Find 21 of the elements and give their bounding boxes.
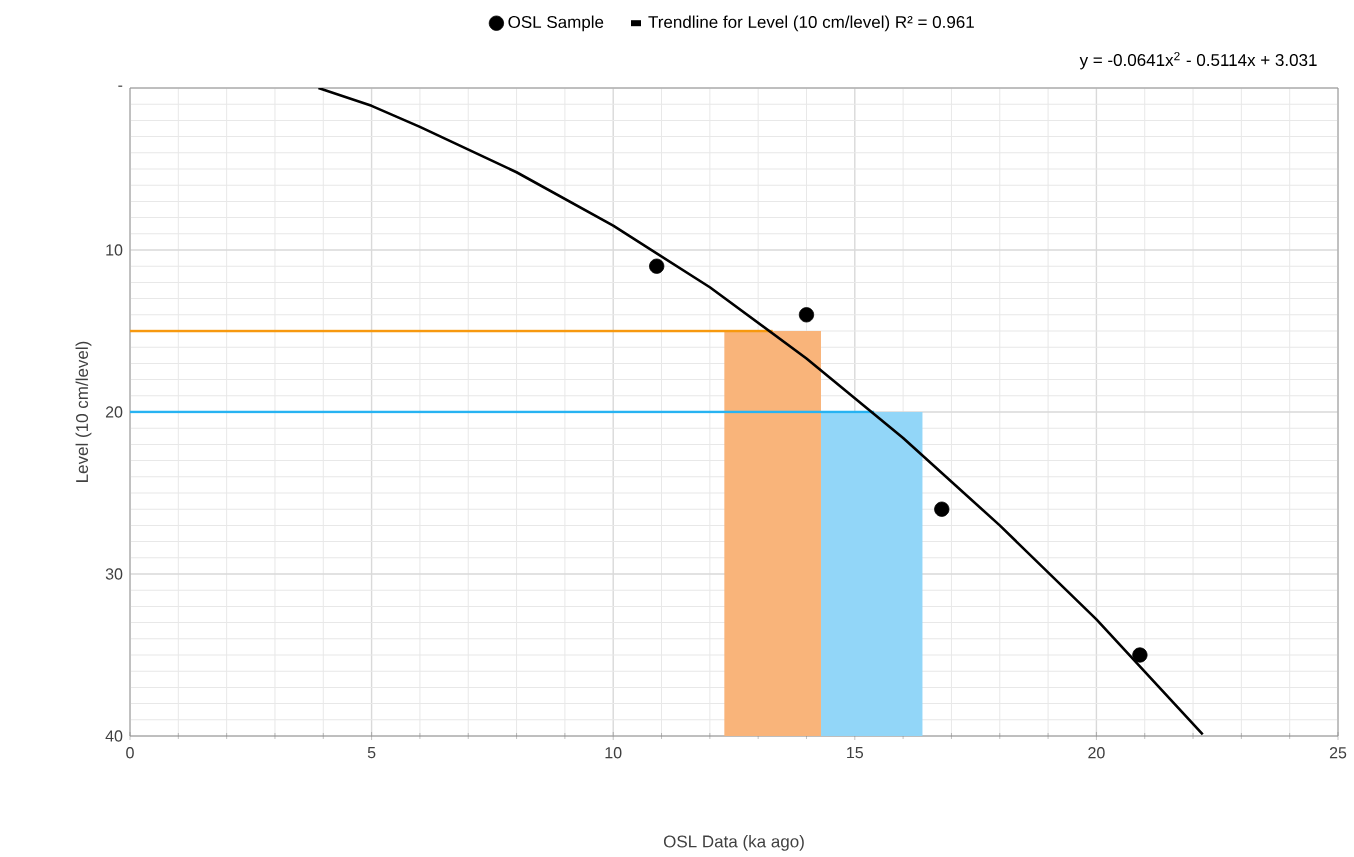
x-tick-label: 0 xyxy=(126,747,134,759)
y-tick-label: 20 xyxy=(105,406,123,418)
line-series xyxy=(317,88,1205,736)
x-tick-label: 15 xyxy=(847,747,864,759)
x-tick-label: 10 xyxy=(605,747,622,759)
y-tick-label: 30 xyxy=(105,568,123,580)
legend-label: Trendline for Level (10 cm/level) R² = 0.961 xyxy=(648,15,974,32)
x-tick-label: 5 xyxy=(367,747,376,759)
point xyxy=(1132,647,1148,663)
text: y = -0.0641x$^{2}$ - 0.5114x + 3.031 xyxy=(1079,51,1317,70)
point xyxy=(649,258,665,274)
x-tick-label: 25 xyxy=(1329,747,1347,759)
x-axis-title: OSL Data (ka ago) xyxy=(663,834,804,851)
x-tick-label: 20 xyxy=(1088,747,1105,759)
y-tick-label: 40 xyxy=(105,730,123,742)
y-tick-label: 10 xyxy=(106,244,123,256)
point xyxy=(798,307,815,323)
legend-label: OSL Sample xyxy=(508,15,604,32)
y-tick-label: - xyxy=(118,85,123,87)
point xyxy=(934,501,950,517)
y-axis-title: Level (10 cm/level) xyxy=(75,341,92,482)
